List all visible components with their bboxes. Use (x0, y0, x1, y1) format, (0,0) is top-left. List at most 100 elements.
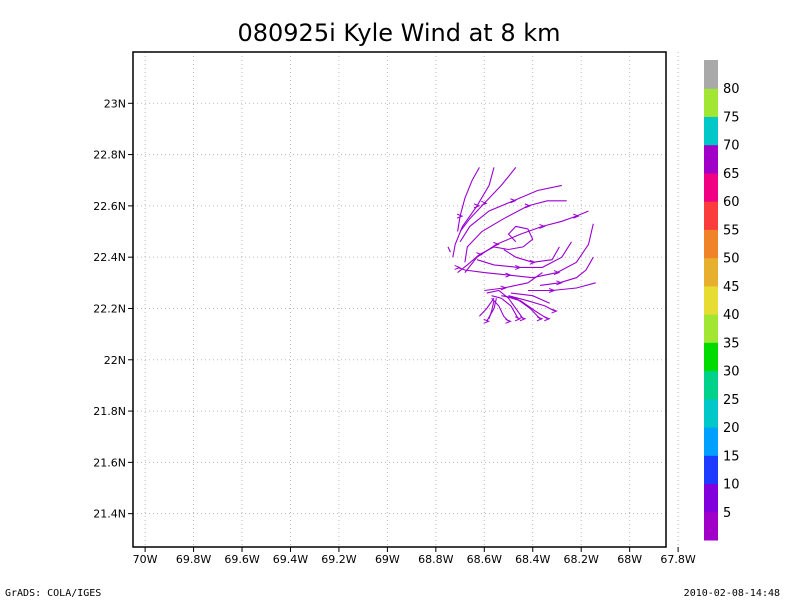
colorbar-swatch (704, 116, 718, 146)
colorbar-swatch (704, 172, 718, 202)
colorbar-label: 80 (723, 82, 740, 97)
y-tick-label: 21.8N (93, 405, 126, 418)
streamline (464, 200, 567, 263)
colorbar-label: 70 (723, 139, 740, 154)
colorbar-label: 35 (723, 336, 740, 351)
y-tick-label: 22.6N (93, 200, 126, 213)
streamline (486, 298, 497, 322)
streamline (503, 295, 548, 320)
y-tick-label: 21.6N (93, 456, 126, 469)
x-tick-label: 69.6W (224, 553, 259, 566)
streamline (510, 292, 550, 304)
colorbar-swatch (704, 483, 718, 513)
streamline (452, 167, 495, 258)
colorbar-swatch (704, 427, 718, 456)
streamline (457, 225, 534, 274)
plot-frame (132, 51, 667, 548)
streamline (457, 167, 480, 232)
colorbar-label: 15 (723, 449, 740, 464)
chart-title: 080925i Kyle Wind at 8 km (237, 19, 560, 47)
x-tick-label: 70W (133, 553, 158, 566)
x-tick-label: 69.4W (273, 553, 308, 566)
stream-arrow (505, 272, 512, 278)
colorbar-label: 55 (723, 223, 740, 238)
colorbar-label: 30 (723, 365, 740, 380)
stream-arrow (556, 280, 563, 286)
x-tick-label: 68.8W (418, 553, 453, 566)
stream-arrow (481, 200, 488, 206)
colorbar-swatch (704, 370, 718, 400)
stream-arrow (505, 318, 512, 324)
streamline (479, 297, 495, 317)
streamlines (447, 167, 596, 324)
x-tick-label: 68.4W (515, 553, 550, 566)
y-tick-label: 21.4N (93, 508, 126, 521)
colorbar-swatch (704, 144, 718, 174)
colorbar-label: 45 (723, 280, 740, 295)
colorbar-swatch (704, 285, 718, 315)
colorbar-swatch (704, 201, 718, 230)
colorbar-swatch (704, 511, 718, 541)
streamline (459, 167, 517, 232)
streamline (484, 272, 543, 292)
stream-arrow (456, 213, 464, 219)
y-tick-label: 22N (104, 354, 126, 367)
colorbar-swatch (704, 455, 718, 485)
stream-arrow (510, 198, 517, 204)
colorbar-swatch (704, 229, 718, 259)
streamline (508, 295, 555, 312)
y-tick-label: 22.2N (93, 302, 126, 315)
stream-arrow (483, 318, 491, 324)
x-tick-label: 68.2W (564, 553, 599, 566)
streamline (457, 223, 594, 279)
colorbar-label: 65 (723, 167, 740, 182)
streamline (503, 246, 560, 263)
stream-arrow (515, 264, 522, 270)
colorbar-swatch (704, 398, 718, 428)
streamline (527, 282, 596, 292)
streamline (476, 241, 572, 268)
colorbar-label: 20 (723, 421, 740, 436)
colorbar-label: 25 (723, 393, 740, 408)
stream-arrow (544, 316, 551, 322)
stream-arrow (473, 203, 481, 209)
colorbar-label: 75 (723, 110, 740, 125)
x-tick-label: 68.6W (467, 553, 502, 566)
stream-arrow (493, 241, 500, 247)
stream-arrow (551, 308, 558, 314)
colorbar-swatch (704, 60, 718, 89)
x-tick-label: 69W (375, 553, 400, 566)
streamline (486, 289, 524, 320)
footer-credit: GrADS: COLA/IGES (5, 588, 101, 599)
colorbar-swatch (704, 88, 718, 117)
colorbar-label: 40 (723, 308, 740, 323)
stream-arrow (536, 316, 544, 322)
footer-timestamp: 2010-02-08-14:48 (684, 588, 780, 599)
stream-arrow (553, 270, 561, 276)
colorbar-label: 60 (723, 195, 740, 210)
x-axis-ticks: 70W 69.8W 69.6W 69.4W 69.2W 69W 68.8W 68.6W 68.4… (133, 547, 696, 566)
colorbar: 5 10 15 20 25 30 35 40 45 50 55 60 65 70 75 80 (704, 60, 740, 541)
stream-arrow (573, 213, 580, 219)
stream-arrow (524, 203, 532, 209)
stream-arrow (529, 259, 537, 265)
x-tick-label: 67.8W (660, 553, 695, 566)
grid (133, 52, 679, 547)
y-tick-label: 23N (104, 97, 126, 110)
stream-arrow (500, 285, 508, 291)
streamline (491, 295, 519, 319)
stream-arrow (519, 316, 527, 322)
streamline (539, 256, 594, 286)
colorbar-label: 5 (723, 506, 731, 521)
stream-arrow (515, 316, 522, 322)
y-axis-ticks: 21.4N 21.6N 21.8N 22N 22.2N 22.4N 22.6N 22.8N 23… (93, 97, 133, 521)
x-tick-label: 69.8W (176, 553, 211, 566)
y-tick-label: 22.4N (93, 251, 126, 264)
streamline (447, 246, 451, 253)
stream-arrow (454, 264, 461, 270)
streamline (459, 184, 562, 243)
colorbar-swatch (704, 257, 718, 287)
colorbar-swatch (704, 314, 718, 343)
stream-arrow (476, 252, 483, 258)
